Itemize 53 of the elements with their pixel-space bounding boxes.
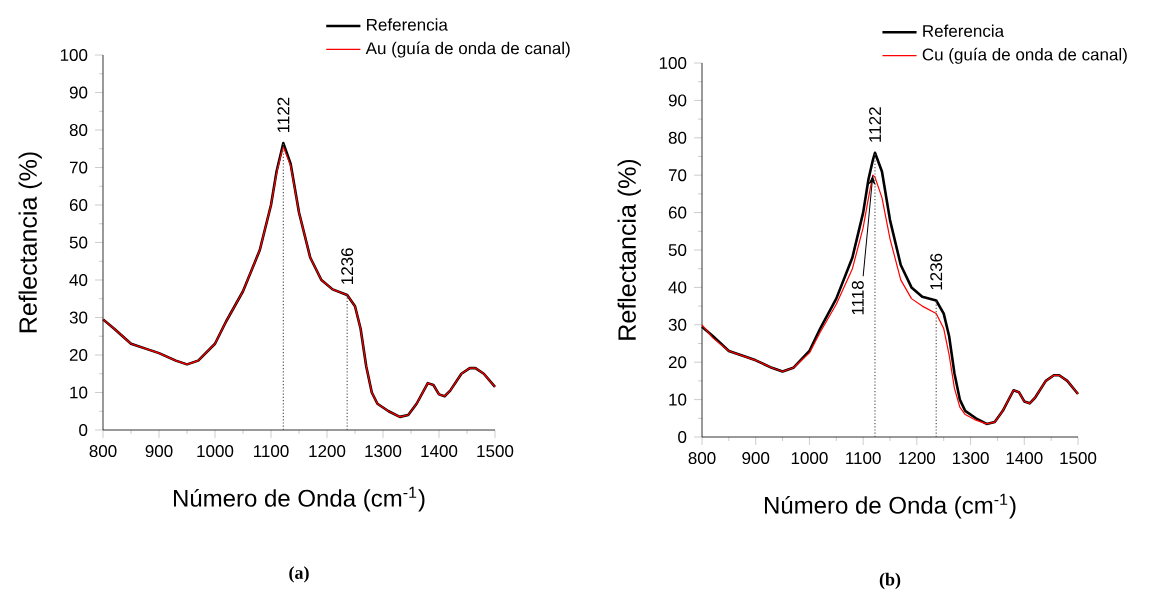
y-tick-label: 10 [669,393,687,406]
x-tick-label: 1400 [1006,452,1043,465]
x-axis-title: Número de Onda (cm$^{-1}$) [174,486,425,512]
legend-label: Au (guía de onda de canal) [365,41,570,58]
x-tick-label: 1100 [254,445,289,458]
x-tick-label: 1300 [952,452,989,465]
x-tick-label: 1200 [899,452,936,465]
x-tick-label: 800 [688,452,716,465]
ref-line-label: 1236 [341,248,354,284]
y-tick-label: 90 [69,86,88,99]
legend-label: Cu (guía de onda de canal) [922,47,1127,64]
y-tick-label: 0 [678,430,687,444]
x-tick-label: 1100 [846,452,881,465]
x-tick-label: 1000 [791,452,828,465]
text: (b) [879,572,901,590]
y-tick-label: 100 [60,48,88,62]
ref-line-label: 1122 [869,107,881,142]
text: (a) [289,566,309,583]
y-tick-label: 50 [69,236,88,249]
y-tick-label: 10 [70,386,88,399]
ref-line-label: 1236 [930,253,943,290]
y-tick-label: 30 [668,318,687,331]
y-tick-label: 80 [69,124,88,137]
y-tick-label: 30 [69,311,88,324]
y-tick-label: 80 [668,131,687,144]
y-tick-label: 60 [668,206,687,219]
legend-label: Referencia [923,24,1005,37]
legend-label: Referencia [367,18,448,31]
y-tick-label: 0 [79,423,88,437]
annotation: 1118 [851,281,864,315]
y-tick-label: 50 [668,243,687,257]
x-tick-label: 800 [89,445,117,458]
x-tick-label: 900 [145,445,173,458]
y-axis-title: Reflectancia (%) [617,159,641,340]
x-tick-label: 1300 [365,445,402,458]
ref-line-label: 1122 [277,97,290,133]
y-tick-label: 40 [668,281,687,294]
y-tick-label: 20 [668,356,687,369]
y-tick-label: 70 [69,161,88,174]
x-tick-label: 1500 [477,445,514,458]
y-tick-label: 60 [69,198,88,212]
x-tick-label: 1000 [197,445,234,458]
x-tick-label: 900 [742,452,770,465]
x-tick-label: 1200 [309,445,346,458]
y-tick-label: 70 [668,169,687,182]
y-tick-label: 90 [668,94,687,107]
y-axis-title: Reflectancia (%) [18,152,42,333]
y-tick-label: 20 [69,349,88,362]
x-tick-label: 1500 [1060,452,1097,465]
x-tick-label: 1400 [421,445,458,458]
y-tick-label: 100 [659,57,687,70]
x-axis-title: Número de Onda (cm$^{-1}$) [765,493,1016,519]
y-tick-label: 40 [69,273,88,287]
